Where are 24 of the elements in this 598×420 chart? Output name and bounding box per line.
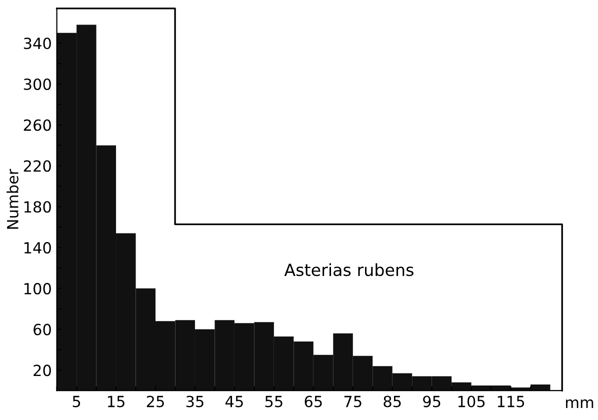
x-tick-label: 45: [225, 396, 243, 408]
y-tick-label: 20: [34, 364, 51, 376]
y-tick-label: 340: [24, 38, 51, 50]
x-tick-label: 65: [304, 396, 322, 408]
x-tick-label: 115: [498, 396, 524, 408]
y-tick-label: 140: [24, 242, 51, 254]
x-tick-label: 95: [423, 396, 440, 408]
annotation: Asterias rubens: [284, 263, 414, 276]
x-tick-label: 75: [344, 396, 362, 408]
x-tick-label: 5: [72, 396, 80, 408]
x-tick-label: 85: [384, 396, 401, 408]
x-axis-title: mm: [566, 399, 594, 408]
x-tick-label: 55: [265, 396, 282, 408]
y-axis-title: Number: [6, 168, 18, 229]
y-tick-label: 260: [24, 119, 51, 131]
x-tick-label: 25: [146, 396, 164, 408]
y-tick-label: 60: [34, 324, 51, 336]
y-tick-label: 220: [24, 160, 51, 172]
x-tick-label: 15: [108, 396, 124, 408]
y-tick-label: 100: [24, 282, 51, 294]
x-tick-label: 35: [186, 396, 204, 408]
x-tick-label: 105: [458, 396, 485, 408]
y-tick-label: 180: [24, 201, 51, 213]
y-tick-label: 300: [24, 78, 51, 90]
